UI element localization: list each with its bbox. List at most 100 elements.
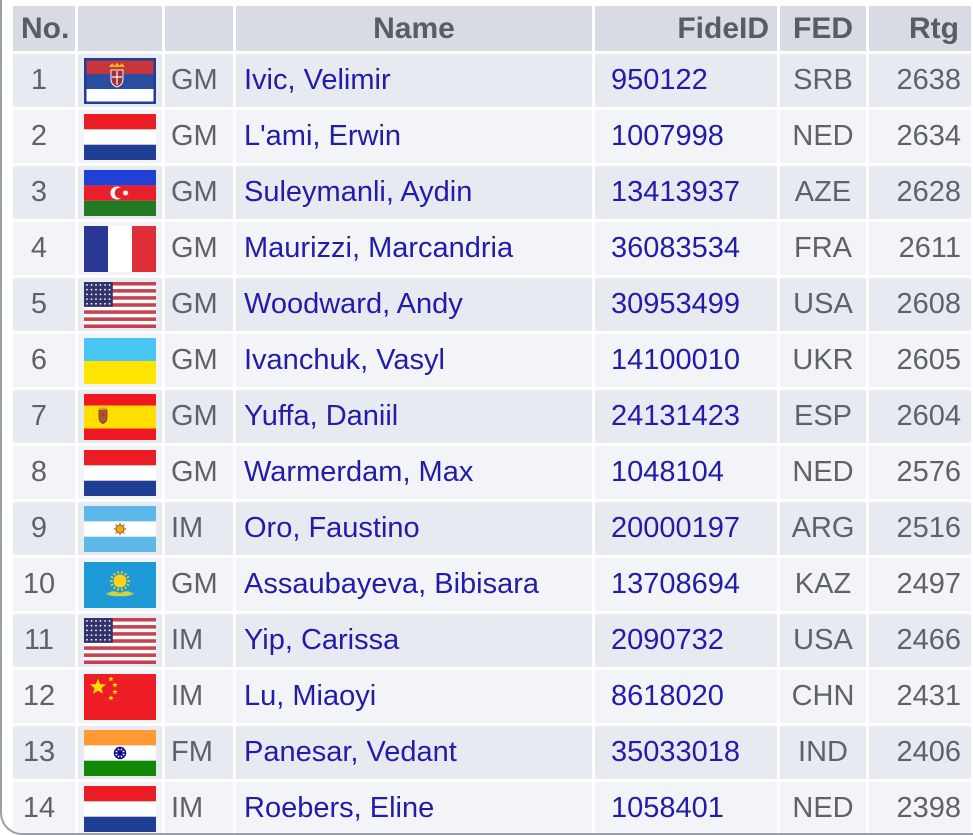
rank-cell: 5 <box>13 278 75 331</box>
table-row: 8 GM Warmerdam, Max 1048104 NED 2576 <box>13 446 971 499</box>
col-header-title <box>165 6 233 51</box>
table-row: 6 GM Ivanchuk, Vasyl 14100010 UKR 2605 <box>13 334 971 387</box>
title-cell: FM <box>165 726 233 779</box>
fideid-link[interactable]: 14100010 <box>595 334 777 387</box>
rating-cell: 2628 <box>869 166 971 219</box>
table-row: 12 IM Lu, Miaoyi 8618020 CHN 2431 <box>13 670 971 723</box>
fed-cell: NED <box>780 110 866 163</box>
flag-icon-ukr <box>84 337 156 384</box>
name-link[interactable]: Warmerdam, Max <box>236 446 592 499</box>
name-link[interactable]: Ivanchuk, Vasyl <box>236 334 592 387</box>
fideid-link[interactable]: 2090732 <box>595 614 777 667</box>
table-row: 13 FM Panesar, Vedant 35033018 IND 2406 <box>13 726 971 779</box>
flag-cell <box>78 110 162 163</box>
rank-cell: 9 <box>13 502 75 555</box>
fideid-link[interactable]: 20000197 <box>595 502 777 555</box>
fed-cell: FRA <box>780 222 866 275</box>
fed-cell: USA <box>780 614 866 667</box>
flag-cell <box>78 166 162 219</box>
fed-cell: USA <box>780 278 866 331</box>
fideid-link[interactable]: 1048104 <box>595 446 777 499</box>
rank-cell: 1 <box>13 54 75 107</box>
fideid-link[interactable]: 13708694 <box>595 558 777 611</box>
fideid-link[interactable]: 36083534 <box>595 222 777 275</box>
table-row: 9 IM Oro, Faustino 20000197 ARG 2516 <box>13 502 971 555</box>
fideid-link[interactable]: 1007998 <box>595 110 777 163</box>
fideid-link[interactable]: 30953499 <box>595 278 777 331</box>
fed-cell: CHN <box>780 670 866 723</box>
rating-cell: 2466 <box>869 614 971 667</box>
title-cell: GM <box>165 278 233 331</box>
fideid-link[interactable]: 24131423 <box>595 390 777 443</box>
rating-cell: 2608 <box>869 278 971 331</box>
flag-cell <box>78 390 162 443</box>
flag-cell <box>78 502 162 555</box>
rank-cell: 10 <box>13 558 75 611</box>
name-link[interactable]: Assaubayeva, Bibisara <box>236 558 592 611</box>
flag-icon-usa <box>84 617 156 664</box>
name-link[interactable]: Lu, Miaoyi <box>236 670 592 723</box>
flag-cell <box>78 670 162 723</box>
rating-cell: 2398 <box>869 782 971 833</box>
title-cell: GM <box>165 558 233 611</box>
col-header-name: Name <box>236 6 592 51</box>
flag-icon-chn <box>84 673 156 720</box>
title-cell: GM <box>165 222 233 275</box>
table-row: 11 IM Yip, Carissa 2090732 USA 2466 <box>13 614 971 667</box>
name-link[interactable]: Yuffa, Daniil <box>236 390 592 443</box>
rating-cell: 2576 <box>869 446 971 499</box>
title-cell: GM <box>165 446 233 499</box>
flag-icon-ind <box>84 729 156 776</box>
name-link[interactable]: L'ami, Erwin <box>236 110 592 163</box>
title-cell: GM <box>165 334 233 387</box>
flag-cell <box>78 222 162 275</box>
fideid-link[interactable]: 950122 <box>595 54 777 107</box>
flag-icon-ned <box>84 785 156 832</box>
fed-cell: NED <box>780 782 866 833</box>
name-link[interactable]: Yip, Carissa <box>236 614 592 667</box>
flag-cell <box>78 614 162 667</box>
rank-cell: 3 <box>13 166 75 219</box>
table-row: 1 GM Ivic, Velimir 950122 SRB 2638 <box>13 54 971 107</box>
col-header-no: No. <box>13 6 75 51</box>
fed-cell: NED <box>780 446 866 499</box>
fed-cell: ARG <box>780 502 866 555</box>
name-link[interactable]: Suleymanli, Aydin <box>236 166 592 219</box>
flag-cell <box>78 334 162 387</box>
title-cell: IM <box>165 782 233 833</box>
name-link[interactable]: Panesar, Vedant <box>236 726 592 779</box>
col-header-fideid: FideID <box>595 6 777 51</box>
name-link[interactable]: Maurizzi, Marcandria <box>236 222 592 275</box>
title-cell: GM <box>165 390 233 443</box>
header-row: No. Name FideID FED Rtg <box>13 6 971 51</box>
title-cell: IM <box>165 502 233 555</box>
flag-icon-srb <box>84 57 156 104</box>
name-link[interactable]: Oro, Faustino <box>236 502 592 555</box>
fideid-link[interactable]: 1058401 <box>595 782 777 833</box>
flag-icon-arg <box>84 505 156 552</box>
fideid-link[interactable]: 35033018 <box>595 726 777 779</box>
rank-cell: 6 <box>13 334 75 387</box>
flag-cell <box>78 558 162 611</box>
rating-cell: 2611 <box>869 222 971 275</box>
table-row: 7 GM Yuffa, Daniil 24131423 ESP 2604 <box>13 390 971 443</box>
fideid-link[interactable]: 13413937 <box>595 166 777 219</box>
rating-cell: 2638 <box>869 54 971 107</box>
fed-cell: AZE <box>780 166 866 219</box>
table-row: 10 GM Assaubayeva, Bibisara 13708694 KAZ… <box>13 558 971 611</box>
flag-cell <box>78 726 162 779</box>
rank-cell: 13 <box>13 726 75 779</box>
name-link[interactable]: Ivic, Velimir <box>236 54 592 107</box>
flag-icon-ned <box>84 449 156 496</box>
fideid-link[interactable]: 8618020 <box>595 670 777 723</box>
rating-cell: 2516 <box>869 502 971 555</box>
title-cell: GM <box>165 54 233 107</box>
rank-cell: 12 <box>13 670 75 723</box>
standings-table: No. Name FideID FED Rtg 1 GM Ivic, Velim… <box>10 3 973 833</box>
fed-cell: SRB <box>780 54 866 107</box>
title-cell: GM <box>165 110 233 163</box>
fed-cell: UKR <box>780 334 866 387</box>
name-link[interactable]: Roebers, Eline <box>236 782 592 833</box>
name-link[interactable]: Woodward, Andy <box>236 278 592 331</box>
